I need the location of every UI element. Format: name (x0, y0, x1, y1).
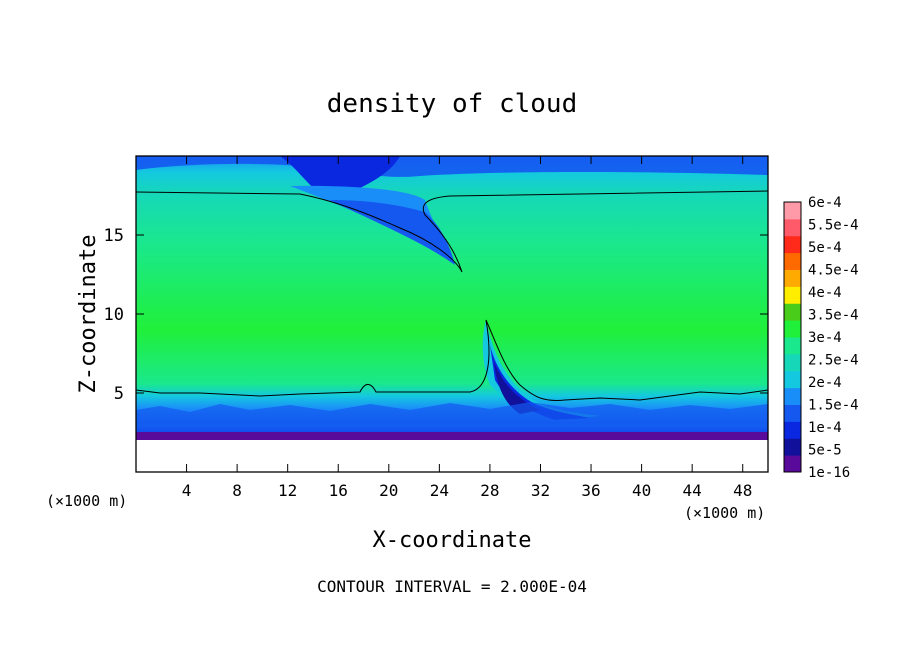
x-tick-label: 16 (329, 481, 348, 500)
colorbar-label: 5.5e-4 (808, 218, 859, 234)
colorbar-label: 3.5e-4 (808, 308, 859, 324)
x-tick-label: 32 (531, 481, 550, 500)
y-tick-label: 15 (104, 226, 124, 246)
colorbar: 1e-16 5e-5 1e-4 1.5e-4 2e-4 2.5e-4 3e-4 3.5e-4 4… (783, 195, 859, 481)
colorbar-swatch (784, 303, 801, 321)
x-tick-label: 12 (278, 481, 297, 500)
colorbar-label: 1e-4 (808, 420, 842, 436)
colorbar-label: 1e-16 (808, 465, 850, 481)
colorbar-swatch (784, 320, 801, 338)
colorbar-swatch (784, 387, 801, 405)
lower-contour-line (136, 319, 768, 401)
colorbar-swatch (784, 421, 801, 439)
upper-core (280, 156, 400, 200)
colorbar-label: 2.5e-4 (808, 353, 859, 369)
colorbar-swatch (784, 370, 801, 389)
x-unit-left: (×1000 m) (46, 492, 127, 510)
x-tick-label: 8 (232, 481, 242, 500)
colorbar-swatch (784, 252, 801, 270)
colorbar-swatch (784, 337, 801, 355)
colorbar-swatch (784, 353, 801, 372)
x-tick-label: 28 (480, 481, 499, 500)
x-tick-label: 40 (632, 481, 651, 500)
colorbar-label: 5e-4 (808, 240, 842, 256)
x-tick-label: 24 (430, 481, 449, 500)
colorbar-swatch (784, 269, 801, 287)
colorbar-swatch (784, 455, 801, 473)
x-unit-right: (×1000 m) (684, 504, 765, 522)
y-tick-label: 5 (114, 384, 124, 404)
upper-contour-line (136, 190, 768, 273)
x-tick-label: 20 (379, 481, 398, 500)
colorbar-swatch (784, 218, 801, 237)
y-axis-label: Z-coordinate (76, 235, 101, 394)
colorbar-swatch (784, 286, 801, 304)
lower-cloud-noise (136, 402, 768, 425)
upper-intrusion-core (330, 200, 455, 265)
colorbar-label: 3e-4 (808, 330, 842, 346)
x-axis-ticks: 4 8 12 16 20 24 28 32 36 40 44 48 (182, 156, 752, 500)
colorbar-label: 4.5e-4 (808, 263, 859, 279)
x-tick-label: 44 (683, 481, 702, 500)
x-axis-label: X-coordinate (373, 528, 532, 553)
y-axis-ticks: 5 10 15 (104, 226, 768, 404)
colorbar-label: 2e-4 (808, 375, 842, 391)
colorbar-swatch (784, 202, 801, 220)
base-band (136, 432, 768, 440)
chart-title: density of cloud (327, 89, 577, 119)
colorbar-frame (783, 201, 802, 473)
colorbar-swatch (784, 404, 801, 422)
upper-intrusion (290, 185, 450, 255)
plot-area (136, 156, 768, 472)
below-boundary (136, 440, 768, 472)
contour-interval-note: CONTOUR INTERVAL = 2.000E-04 (317, 577, 587, 596)
x-tick-label: 36 (581, 481, 600, 500)
colorbar-swatch (784, 235, 801, 254)
colorbar-label: 4e-4 (808, 285, 842, 301)
colorbar-label: 5e-5 (808, 443, 842, 459)
colorbar-label: 1.5e-4 (808, 398, 859, 414)
colorbar-swatch (784, 438, 801, 456)
colorbar-label: 6e-4 (808, 195, 842, 211)
x-tick-label: 48 (733, 481, 752, 500)
y-tick-label: 10 (104, 305, 124, 325)
x-tick-label: 4 (182, 481, 192, 500)
